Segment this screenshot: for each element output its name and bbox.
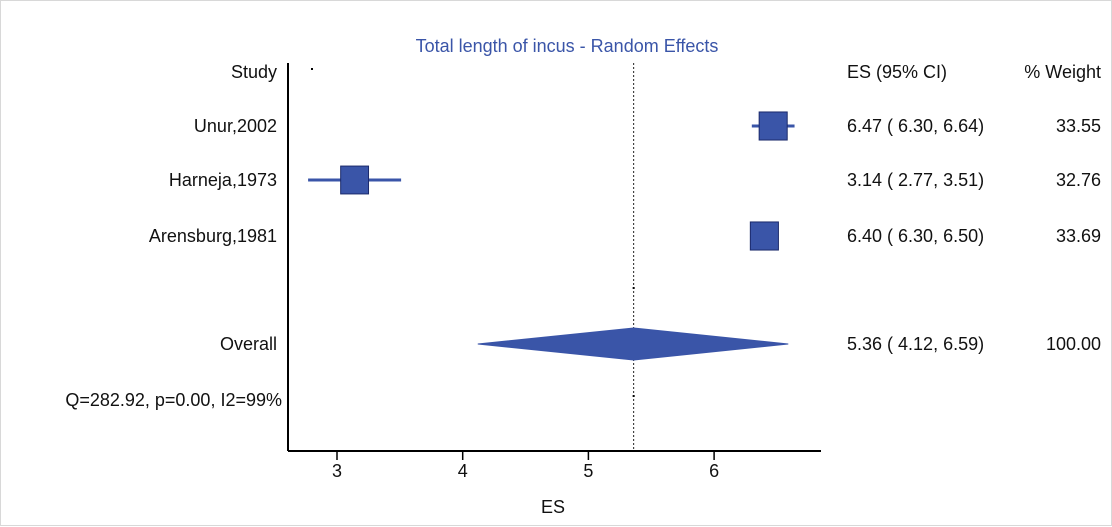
plot-area: 3 4 5 6 Unur,2002 6.47 ( 6.30, 6.64) 33.55 Harn… <box>149 63 1101 481</box>
x-tick-label: 3 <box>332 461 342 481</box>
effect-size-marker <box>750 222 778 250</box>
es-ci-value: 6.47 ( 6.30, 6.64) <box>847 116 984 136</box>
heterogeneity-stats: Q=282.92, p=0.00, I2=99% <box>65 390 282 410</box>
x-tick-label: 5 <box>583 461 593 481</box>
es-ci-value: 3.14 ( 2.77, 3.51) <box>847 170 984 190</box>
overall-weight-value: 100.00 <box>1046 334 1101 354</box>
x-axis-label: ES <box>541 497 565 517</box>
chart-title: Total length of incus - Random Effects <box>416 36 719 56</box>
x-tick-label: 6 <box>709 461 719 481</box>
axis-marker-dot <box>633 287 635 289</box>
study-column-header: Study <box>231 62 277 82</box>
x-tick-label: 4 <box>458 461 468 481</box>
effect-size-marker <box>759 112 787 140</box>
weight-value: 33.55 <box>1056 116 1101 136</box>
overall-es-ci-value: 5.36 ( 4.12, 6.59) <box>847 334 984 354</box>
study-label: Unur,2002 <box>194 116 277 136</box>
weight-column-header: % Weight <box>1024 62 1101 82</box>
es-ci-value: 6.40 ( 6.30, 6.50) <box>847 226 984 246</box>
weight-value: 32.76 <box>1056 170 1101 190</box>
effect-size-marker <box>341 166 369 194</box>
study-label: Harneja,1973 <box>169 170 277 190</box>
study-label: Arensburg,1981 <box>149 226 277 246</box>
overall-diamond <box>478 328 788 360</box>
es-column-header: ES (95% CI) <box>847 62 947 82</box>
axis-marker-dot <box>633 395 635 397</box>
overall-label: Overall <box>220 334 277 354</box>
axis-marker-dot <box>311 68 313 70</box>
weight-value: 33.69 <box>1056 226 1101 246</box>
